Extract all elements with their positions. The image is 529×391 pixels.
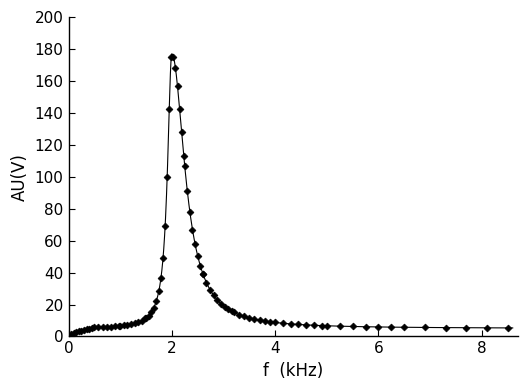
X-axis label: f  (kHz): f (kHz) xyxy=(263,362,323,380)
Y-axis label: AU(V): AU(V) xyxy=(11,153,29,201)
